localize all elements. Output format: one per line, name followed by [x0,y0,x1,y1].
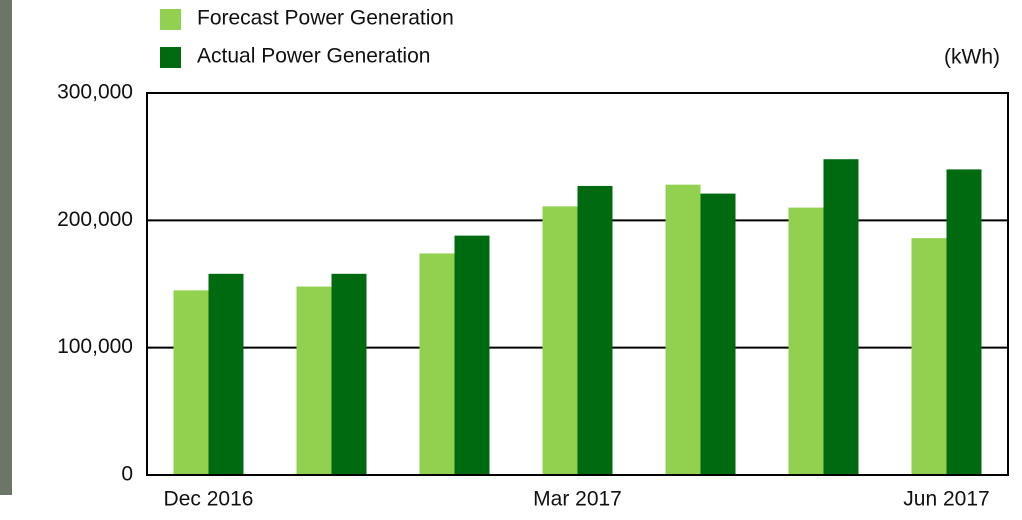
x-tick-label: Jun 2017 [903,488,989,511]
x-tick-label: Mar 2017 [533,488,622,511]
bar [542,206,578,475]
photo-strip [0,0,12,495]
unit-label: (kWh) [944,46,1000,69]
legend-swatch [160,9,181,30]
legend-swatch [160,47,181,68]
legend-label: Actual Power Generation [197,45,430,68]
x-tick-label: Dec 2016 [164,488,254,511]
bar [700,193,736,476]
bar [946,169,982,475]
bar [208,273,244,475]
bar [665,184,701,475]
bar [331,273,367,475]
bar [911,238,947,475]
y-tick-label: 0 [121,463,133,486]
bar [454,235,490,475]
bar [823,159,859,476]
y-tick-label: 200,000 [57,208,133,231]
bar [173,290,209,475]
plot-frame [146,92,1009,476]
y-tick-label: 300,000 [57,81,133,104]
bar [788,207,824,475]
legend-label: Forecast Power Generation [197,7,454,30]
y-tick-label: 100,000 [57,335,133,358]
bar [419,253,455,475]
bar [577,185,613,475]
bar [296,286,332,475]
